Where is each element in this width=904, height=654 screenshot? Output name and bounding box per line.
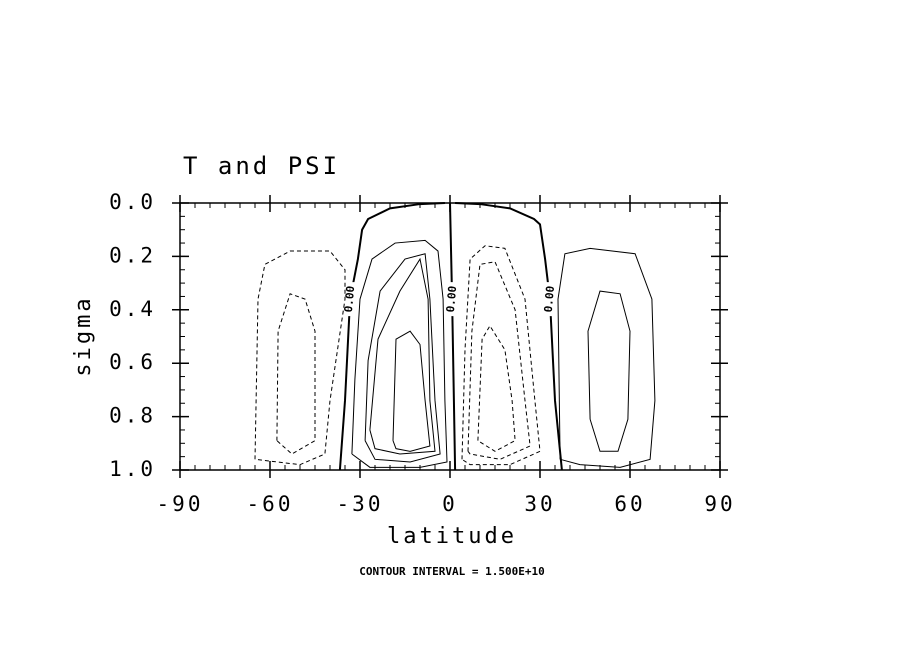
x-tick-label: 90 <box>704 492 735 516</box>
contour-line <box>461 245 541 466</box>
contour-line <box>557 247 656 468</box>
contour-line <box>364 253 441 463</box>
x-tick-label: 60 <box>614 492 645 516</box>
contour-label: 0.00 <box>444 285 459 313</box>
footnote: CONTOUR INTERVAL = 1.500E+10 <box>359 565 544 578</box>
y-tick-label: 0.6 <box>109 350 156 374</box>
contour-line <box>254 250 346 466</box>
contour-line <box>455 202 563 471</box>
chart-title: T and PSI <box>183 152 340 180</box>
x-tick-label: 0 <box>442 492 458 516</box>
y-axis-label: sigma <box>71 295 96 376</box>
contour-line <box>369 257 436 455</box>
y-tick-label: 0.2 <box>109 243 156 267</box>
contour-line <box>477 324 516 452</box>
contour-line <box>587 290 631 452</box>
contour-label: 0.00 <box>542 285 557 313</box>
y-tick-label: 0.4 <box>109 297 156 321</box>
contour-line <box>276 293 316 455</box>
contour-label: 0.00 <box>342 285 357 313</box>
label-bg <box>542 282 557 317</box>
label-bg <box>343 282 358 317</box>
contour-line <box>449 202 457 471</box>
y-tick-label: 0.0 <box>109 190 156 214</box>
x-tick-label: -30 <box>337 492 384 516</box>
x-tick-label: -90 <box>157 492 204 516</box>
y-tick-label: 1.0 <box>109 457 156 481</box>
x-axis-label: latitude <box>387 524 517 549</box>
contour-line <box>338 202 445 471</box>
x-tick-label: 30 <box>524 492 555 516</box>
contour-line <box>351 239 448 468</box>
contour-line <box>467 261 531 460</box>
label-bg <box>445 282 460 317</box>
x-tick-label: -60 <box>247 492 294 516</box>
contour-line <box>392 330 431 452</box>
y-tick-label: 0.8 <box>109 404 156 428</box>
